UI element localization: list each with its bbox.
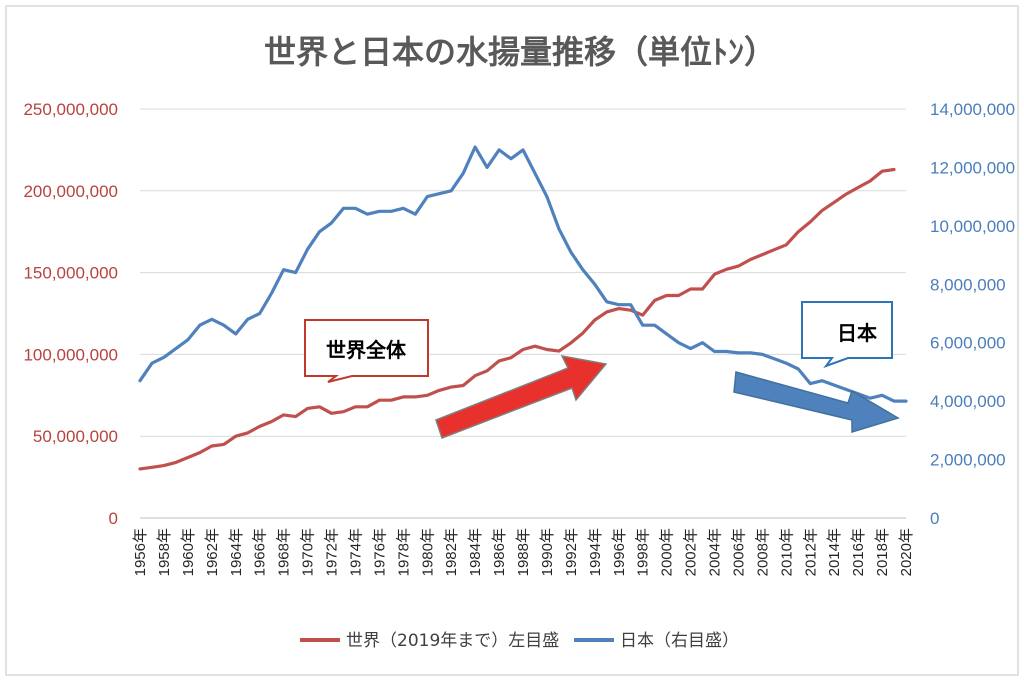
x-tick-label: 2012年 [802, 528, 819, 576]
x-axis: 1956年 1958年 1960年 1962年 1964年 1966年 1968年 1970年… [132, 517, 915, 576]
x-tick-label: 1960年 [180, 528, 197, 576]
x-tick-label: 1968年 [276, 528, 293, 576]
x-tick-label: 2002年 [683, 528, 700, 576]
japan-trend-arrow [733, 371, 900, 434]
x-tick-label: 1994年 [587, 528, 604, 576]
x-tick-label: 1972年 [324, 528, 341, 576]
japan-callout: 日本 [801, 301, 893, 369]
x-tick-label: 1958年 [156, 528, 173, 576]
chart-title: 世界と日本の水揚量推移（単位ﾄﾝ） [264, 33, 776, 71]
x-tick-label: 1962年 [204, 528, 221, 576]
right-tick-label: 8,000,000 [930, 275, 1006, 294]
x-tick-label: 2006年 [730, 528, 747, 576]
right-axis: 0 2,000,000 4,000,000 6,000,000 8,000,000 10,… [930, 100, 1015, 528]
x-tick-label: 1974年 [347, 528, 364, 576]
x-tick-label: 2010年 [778, 528, 795, 576]
right-tick-label: 6,000,000 [930, 334, 1006, 353]
x-tick-label: 1996年 [611, 528, 628, 576]
x-tick-label: 1970年 [300, 528, 317, 576]
x-tick-label: 2018年 [874, 528, 891, 576]
right-tick-label: 0 [930, 509, 939, 528]
x-tick-label: 1976年 [371, 528, 388, 576]
x-tick-label: 1964年 [228, 528, 245, 576]
x-tick-label: 2004年 [707, 528, 724, 576]
x-tick-label: 1992年 [563, 528, 580, 576]
x-tick-label: 1956年 [132, 528, 149, 576]
left-tick-label: 200,000,000 [23, 182, 118, 201]
x-tick-label: 1966年 [252, 528, 269, 576]
x-tick-label: 1980年 [419, 528, 436, 576]
right-tick-label: 4,000,000 [930, 392, 1006, 411]
x-tick-label: 1986年 [491, 528, 508, 576]
x-tick-label: 1990年 [539, 528, 556, 576]
x-tick-label: 2016年 [850, 528, 867, 576]
right-tick-label: 14,000,000 [930, 100, 1015, 119]
left-tick-label: 150,000,000 [23, 264, 118, 283]
x-tick-label: 1988年 [515, 528, 532, 576]
left-tick-label: 250,000,000 [23, 100, 118, 119]
legend: 世界（2019年まで）左目盛 日本（右目盛） [300, 631, 739, 651]
right-tick-label: 12,000,000 [930, 158, 1015, 177]
right-tick-label: 10,000,000 [930, 217, 1015, 236]
left-tick-label: 0 [109, 509, 118, 528]
x-tick-label: 1982年 [443, 528, 460, 576]
x-tick-label: 1984年 [467, 528, 484, 576]
legend-label-world: 世界（2019年まで）左目盛 [346, 631, 559, 651]
left-tick-label: 50,000,000 [33, 427, 118, 446]
x-tick-label: 2014年 [826, 528, 843, 576]
world-callout: 世界全体 [304, 319, 429, 383]
left-tick-label: 100,000,000 [23, 345, 118, 364]
legend-label-japan: 日本（右目盛） [620, 631, 739, 651]
series-line-japan [138, 145, 908, 403]
x-tick-label: 1998年 [635, 528, 652, 576]
world-callout-label: 世界全体 [326, 338, 407, 362]
right-tick-label: 2,000,000 [930, 451, 1006, 470]
x-tick-label: 2020年 [898, 528, 915, 576]
x-tick-label: 1978年 [395, 528, 412, 576]
world-trend-arrow [435, 354, 608, 439]
series-line-world [138, 167, 896, 471]
left-axis: 0 50,000,000 100,000,000 150,000,000 200,000… [23, 100, 118, 528]
series-lines [138, 145, 908, 471]
x-tick-label: 2008年 [754, 528, 771, 576]
japan-callout-label: 日本 [837, 321, 877, 345]
x-tick-label: 2000年 [659, 528, 676, 576]
